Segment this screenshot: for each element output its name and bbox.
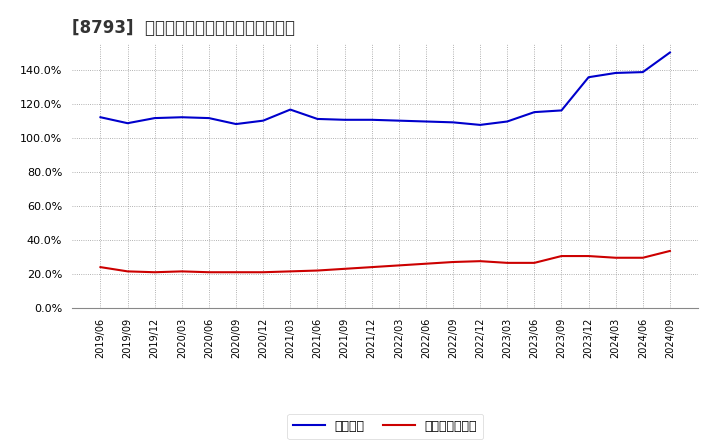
固定長期適合率 <box>476 259 485 264</box>
Line: 固定長期適合率: 固定長期適合率 <box>101 251 670 272</box>
固定長期適合率 <box>96 264 105 270</box>
固定比率 <box>367 117 376 122</box>
固定長期適合率 <box>367 264 376 270</box>
固定長期適合率 <box>449 259 457 264</box>
固定長期適合率 <box>286 269 294 274</box>
固定比率 <box>96 114 105 120</box>
固定比率 <box>204 115 213 121</box>
固定比率 <box>503 119 511 124</box>
固定長期適合率 <box>232 270 240 275</box>
固定長期適合率 <box>259 270 268 275</box>
固定比率 <box>178 114 186 120</box>
固定比率 <box>611 70 620 76</box>
固定長期適合率 <box>341 266 349 271</box>
固定長期適合率 <box>665 248 674 253</box>
固定長期適合率 <box>150 270 159 275</box>
固定長期適合率 <box>584 253 593 259</box>
固定長期適合率 <box>123 269 132 274</box>
固定長期適合率 <box>611 255 620 260</box>
固定比率 <box>313 116 322 121</box>
固定長期適合率 <box>557 253 566 259</box>
Text: [8793]  固定比率、固定長期適合率の推移: [8793] 固定比率、固定長期適合率の推移 <box>72 19 295 37</box>
固定長期適合率 <box>530 260 539 265</box>
固定比率 <box>530 110 539 115</box>
固定比率 <box>259 118 268 123</box>
固定長期適合率 <box>639 255 647 260</box>
Line: 固定比率: 固定比率 <box>101 52 670 125</box>
固定比率 <box>449 120 457 125</box>
固定長期適合率 <box>313 268 322 273</box>
固定比率 <box>341 117 349 122</box>
固定比率 <box>421 119 430 124</box>
固定長期適合率 <box>395 263 403 268</box>
固定比率 <box>665 50 674 55</box>
固定長期適合率 <box>503 260 511 265</box>
固定比率 <box>150 115 159 121</box>
固定長期適合率 <box>204 270 213 275</box>
固定比率 <box>476 122 485 128</box>
固定長期適合率 <box>421 261 430 266</box>
固定比率 <box>584 74 593 80</box>
固定比率 <box>232 121 240 127</box>
固定比率 <box>395 118 403 123</box>
固定比率 <box>286 107 294 112</box>
固定比率 <box>123 121 132 126</box>
固定比率 <box>639 70 647 75</box>
固定比率 <box>557 108 566 113</box>
Legend: 固定比率, 固定長期適合率: 固定比率, 固定長期適合率 <box>287 414 483 439</box>
固定長期適合率 <box>178 269 186 274</box>
